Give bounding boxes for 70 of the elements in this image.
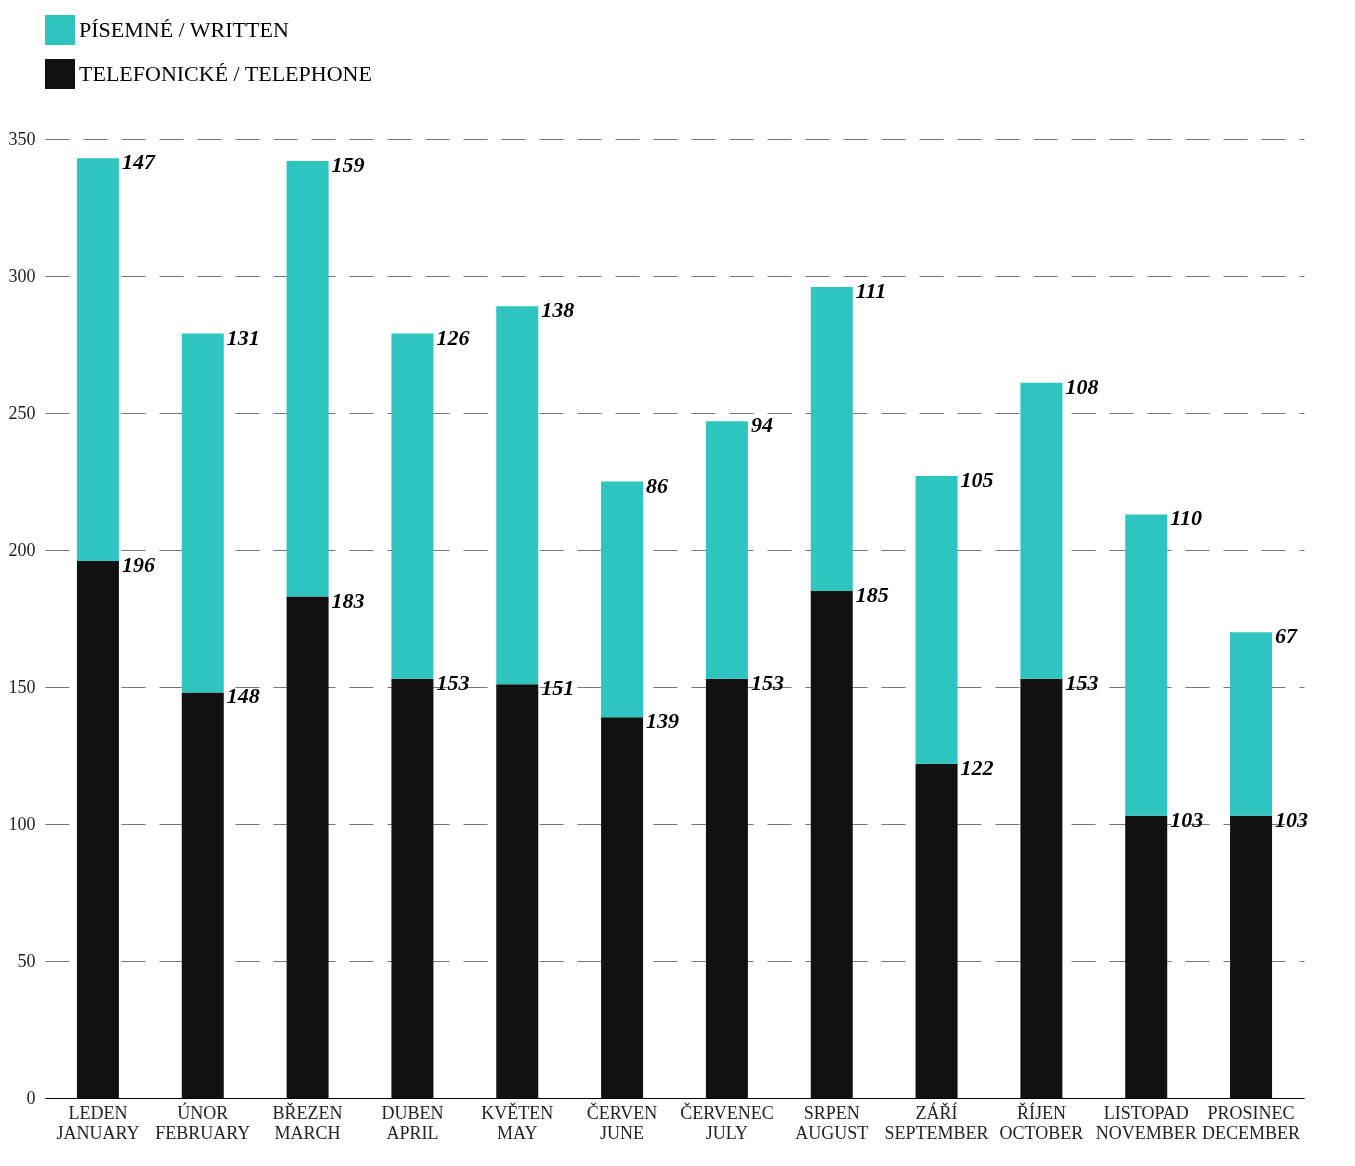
bar <box>391 333 434 679</box>
data-label: 103 <box>1170 806 1204 832</box>
data-label: 153 <box>1065 669 1099 695</box>
legend-label: TELEFONICKÉ / TELEPHONE <box>79 61 372 86</box>
data-label: 153 <box>436 669 470 695</box>
x-tick-label: LISTOPAD NOVEMBER <box>1095 1102 1197 1143</box>
data-label: 196 <box>121 551 155 577</box>
bar <box>601 481 644 718</box>
data-label: 148 <box>226 683 260 709</box>
bar <box>391 678 434 1098</box>
data-label: 110 <box>1170 505 1203 531</box>
x-tick-label: DUBEN APRIL <box>381 1102 444 1143</box>
x-tick-label: LEDEN JANUARY <box>56 1102 140 1143</box>
x-tick-label: ÚNOR FEBRUARY <box>155 1101 251 1143</box>
x-tick-label: ZÁŘÍ SEPTEMBER <box>884 1101 989 1143</box>
y-tick-label: 150 <box>8 676 36 697</box>
data-label: 147 <box>121 149 156 175</box>
x-tick-label: PROSINEC DECEMBER <box>1202 1102 1301 1143</box>
data-label: 139 <box>646 708 680 734</box>
x-tick-label: SRPEN AUGUST <box>795 1102 869 1143</box>
y-tick-label: 50 <box>17 950 36 971</box>
y-tick-label: 0 <box>26 1087 36 1108</box>
bar <box>1125 815 1168 1098</box>
data-label: 94 <box>750 412 773 438</box>
bar <box>76 560 119 1098</box>
bar <box>915 763 958 1098</box>
data-label: 183 <box>331 587 365 613</box>
y-tick-label: 100 <box>8 813 36 834</box>
y-tick-label: 350 <box>8 128 36 149</box>
bar <box>1020 678 1063 1098</box>
bar <box>181 692 224 1098</box>
x-tick-label: BŘEZEN MARCH <box>272 1101 343 1143</box>
y-tick-label: 300 <box>8 265 36 286</box>
bar <box>496 306 539 685</box>
x-tick-label: ČERVEN JUNE <box>586 1101 658 1143</box>
data-label: 103 <box>1275 806 1309 832</box>
legend-label: PÍSEMNÉ / WRITTEN <box>79 17 289 42</box>
bar <box>496 684 539 1098</box>
bar <box>286 160 329 597</box>
data-label: 126 <box>436 324 470 350</box>
bar <box>286 596 329 1098</box>
bar <box>1020 382 1063 679</box>
bar <box>705 421 748 679</box>
y-tick-label: 250 <box>8 402 36 423</box>
data-label: 159 <box>331 151 365 177</box>
data-label: 185 <box>855 582 889 608</box>
bar <box>810 591 853 1098</box>
y-tick-label: 200 <box>8 539 36 560</box>
bar <box>915 476 958 764</box>
data-label: 131 <box>226 324 260 350</box>
x-tick-label: KVĚTEN MAY <box>481 1101 554 1143</box>
data-label: 122 <box>960 754 994 780</box>
bar <box>76 158 119 561</box>
data-label: 138 <box>541 297 575 323</box>
data-label: 67 <box>1275 623 1299 649</box>
bar <box>181 333 224 693</box>
bar <box>601 717 644 1098</box>
x-tick-label: ČERVENEC JULY <box>680 1101 774 1143</box>
data-label: 86 <box>646 472 669 498</box>
bar <box>1125 514 1168 816</box>
data-label: 151 <box>541 675 575 701</box>
data-label: 111 <box>855 277 887 303</box>
data-label: 108 <box>1065 373 1099 399</box>
data-label: 153 <box>750 669 784 695</box>
data-label: 105 <box>960 467 994 493</box>
x-tick-label: ŘÍJEN OCTOBER <box>999 1101 1084 1143</box>
bar <box>1230 632 1273 816</box>
bar <box>705 678 748 1098</box>
bar <box>1230 815 1273 1098</box>
bar <box>810 286 853 592</box>
